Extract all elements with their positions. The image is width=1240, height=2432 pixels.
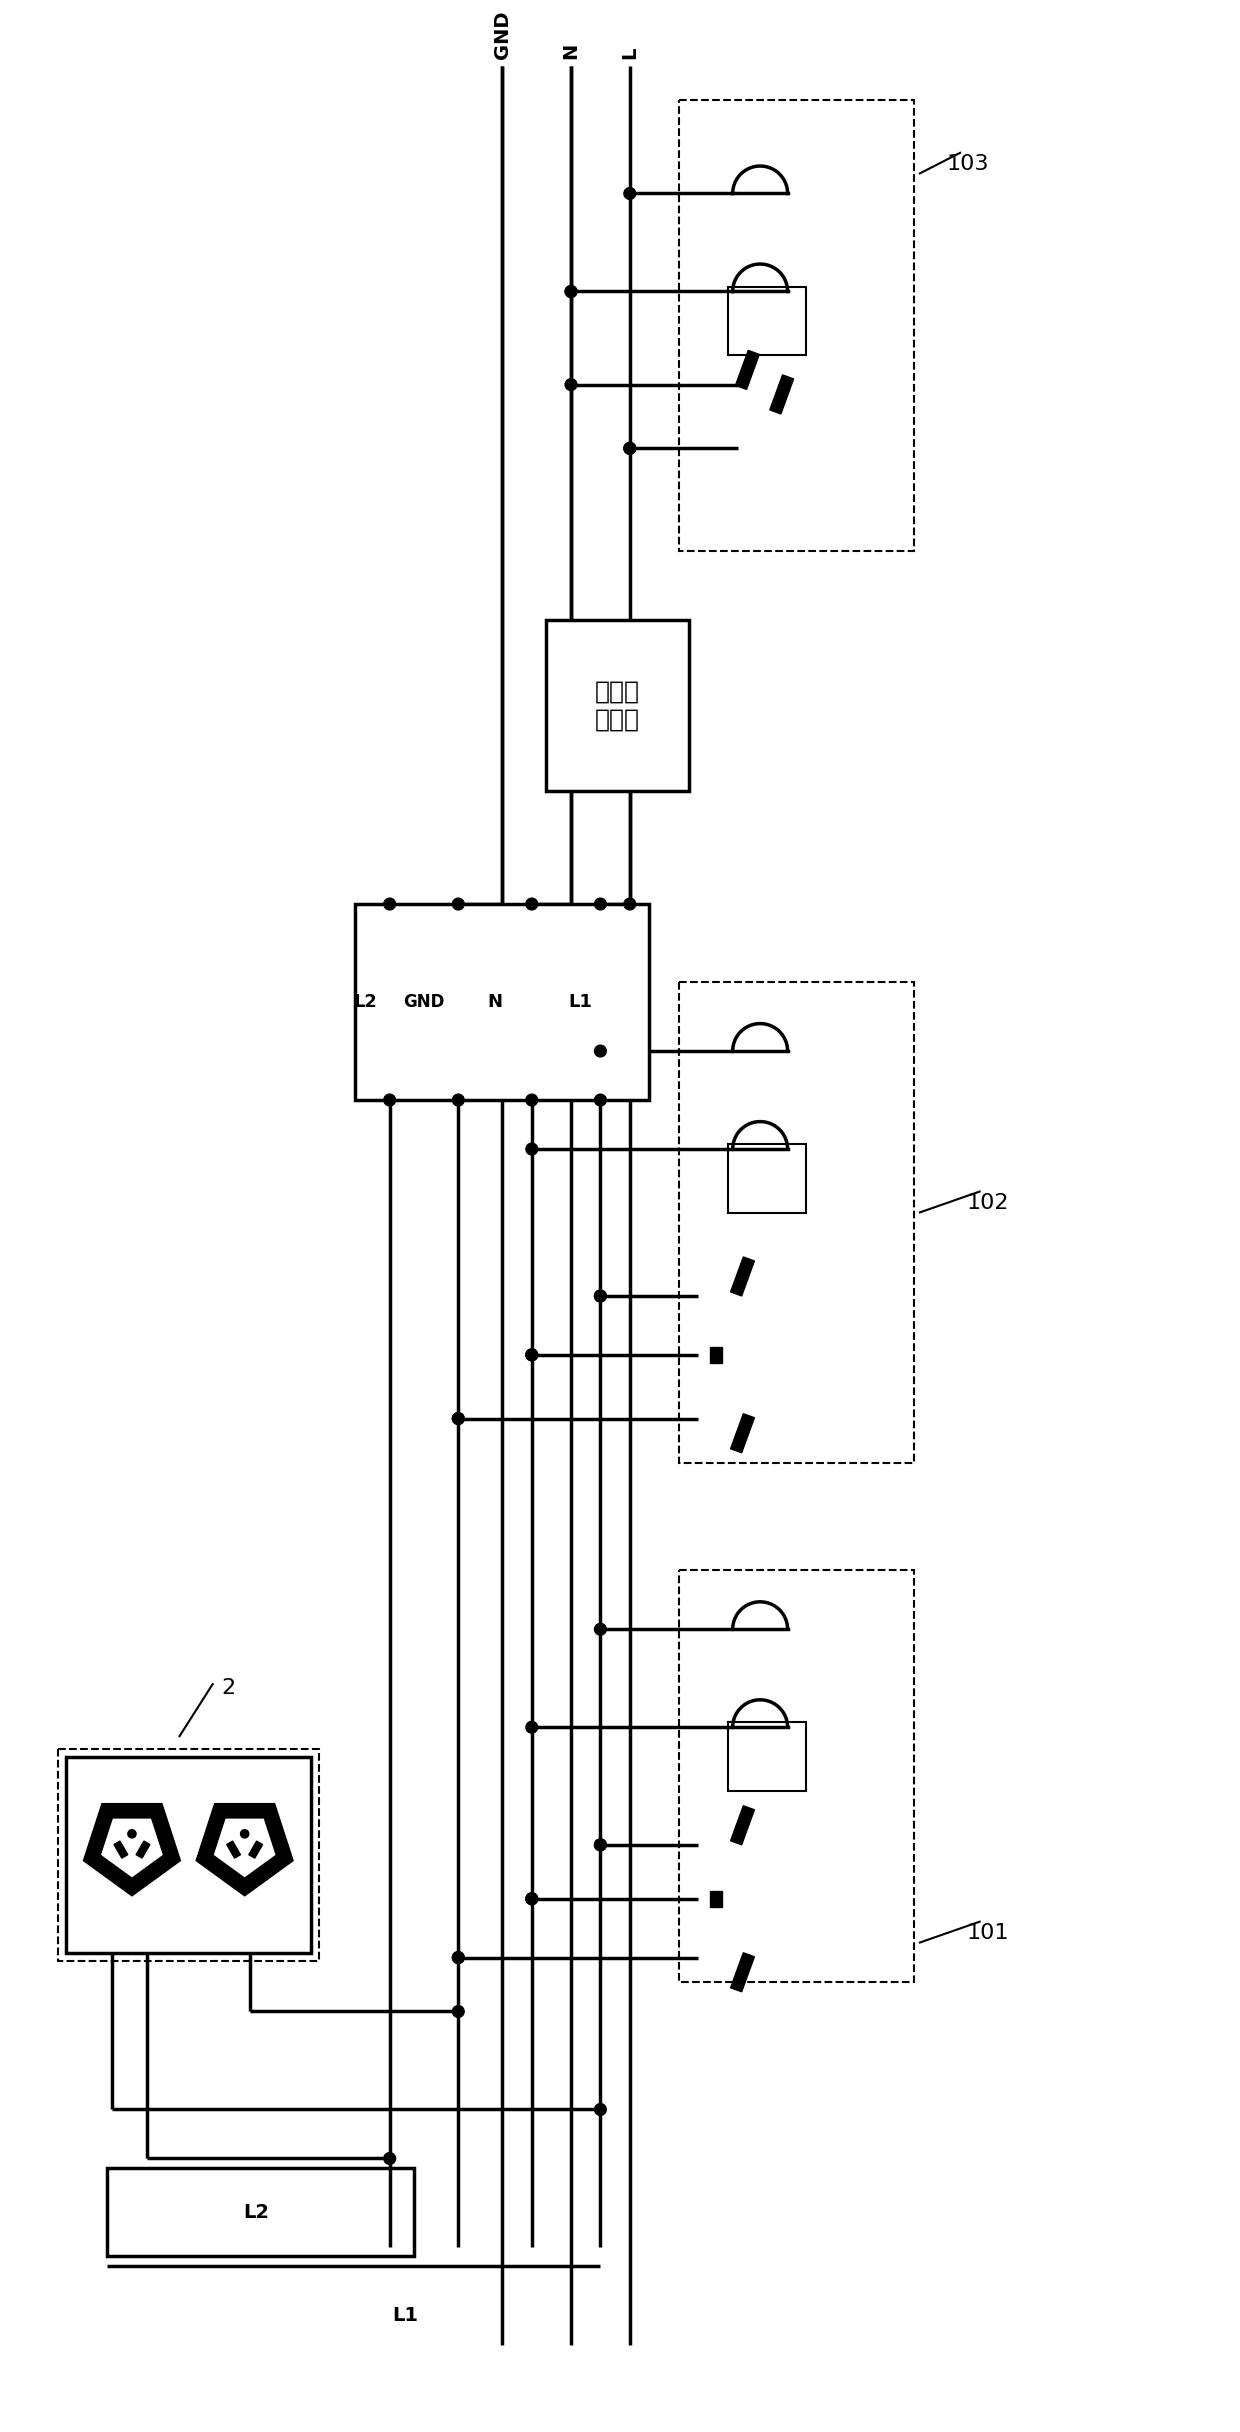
- Bar: [728, 1143, 806, 1214]
- Bar: [728, 287, 806, 355]
- Bar: [728, 1722, 806, 1790]
- Circle shape: [594, 2104, 606, 2116]
- Polygon shape: [102, 1819, 162, 1878]
- Polygon shape: [730, 1805, 754, 1846]
- Text: 2: 2: [221, 1678, 236, 1698]
- Polygon shape: [730, 1413, 754, 1452]
- Circle shape: [526, 1892, 538, 1904]
- Text: L1: L1: [569, 992, 593, 1012]
- Circle shape: [453, 1413, 464, 1425]
- Polygon shape: [136, 1841, 150, 1858]
- Circle shape: [565, 379, 577, 392]
- Circle shape: [384, 897, 396, 910]
- Circle shape: [384, 2152, 396, 2164]
- Text: N: N: [562, 44, 580, 58]
- Text: L2: L2: [243, 2203, 269, 2223]
- Bar: [108, 2169, 414, 2257]
- Polygon shape: [215, 1819, 275, 1878]
- Circle shape: [624, 187, 636, 199]
- Polygon shape: [83, 1805, 180, 1897]
- Circle shape: [453, 1094, 464, 1107]
- Circle shape: [624, 897, 636, 910]
- Circle shape: [526, 1143, 538, 1155]
- Circle shape: [526, 1892, 538, 1904]
- Circle shape: [594, 1625, 606, 1634]
- Polygon shape: [196, 1805, 293, 1897]
- Circle shape: [241, 1829, 249, 1839]
- Circle shape: [453, 1953, 464, 1963]
- Polygon shape: [249, 1841, 263, 1858]
- Circle shape: [594, 897, 606, 910]
- Text: L1: L1: [392, 2306, 418, 2325]
- Circle shape: [526, 1722, 538, 1734]
- Circle shape: [453, 1953, 464, 1963]
- Bar: [66, 1756, 311, 1953]
- Polygon shape: [711, 1892, 722, 1907]
- Text: 切换控
制模块: 切换控 制模块: [595, 679, 640, 732]
- Circle shape: [594, 1046, 606, 1058]
- Bar: [356, 905, 650, 1099]
- Circle shape: [453, 1413, 464, 1425]
- Polygon shape: [730, 1257, 754, 1296]
- Circle shape: [384, 1094, 396, 1107]
- Circle shape: [453, 897, 464, 910]
- Polygon shape: [227, 1841, 241, 1858]
- Circle shape: [565, 285, 577, 297]
- Polygon shape: [711, 1347, 722, 1362]
- Circle shape: [624, 443, 636, 455]
- Circle shape: [594, 1289, 606, 1301]
- Bar: [678, 100, 914, 552]
- Text: 101: 101: [966, 1924, 1009, 1943]
- Circle shape: [526, 1350, 538, 1362]
- Text: 103: 103: [946, 153, 990, 175]
- Bar: [58, 1749, 319, 1960]
- Circle shape: [526, 1350, 538, 1362]
- Circle shape: [526, 897, 538, 910]
- Text: L: L: [620, 46, 640, 58]
- Polygon shape: [735, 350, 759, 389]
- Circle shape: [128, 1829, 136, 1839]
- Bar: [678, 983, 914, 1462]
- Bar: [547, 620, 688, 790]
- Circle shape: [526, 1094, 538, 1107]
- Circle shape: [594, 1839, 606, 1851]
- Circle shape: [624, 443, 636, 455]
- Polygon shape: [770, 375, 794, 413]
- Circle shape: [565, 285, 577, 297]
- Polygon shape: [114, 1841, 128, 1858]
- Circle shape: [594, 1094, 606, 1107]
- Text: GND: GND: [403, 992, 445, 1012]
- Circle shape: [594, 1289, 606, 1301]
- Circle shape: [594, 1839, 606, 1851]
- Text: 102: 102: [966, 1194, 1009, 1214]
- Text: N: N: [487, 992, 502, 1012]
- Polygon shape: [730, 1953, 754, 1992]
- Circle shape: [453, 2006, 464, 2019]
- Bar: [678, 1571, 914, 1982]
- Text: GND: GND: [492, 10, 512, 58]
- Text: L2: L2: [353, 992, 377, 1012]
